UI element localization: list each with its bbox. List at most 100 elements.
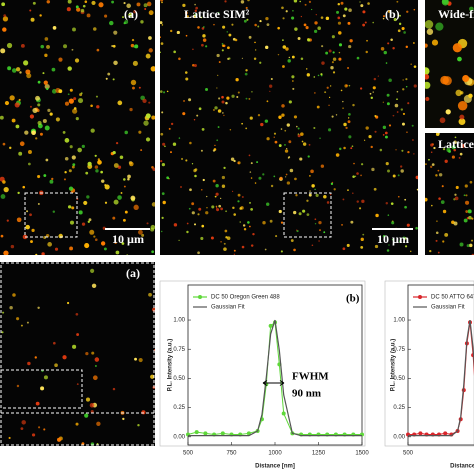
spot [404,245,408,248]
spot [308,143,311,146]
spot [178,239,180,242]
spot [391,238,395,241]
spot [20,43,25,48]
spot [35,95,40,101]
spot [104,184,110,190]
spot [220,241,222,243]
spot [465,210,469,213]
spot [246,18,249,21]
spot [123,185,126,188]
spot [292,87,295,90]
spot [91,351,95,355]
spot [335,114,338,116]
spot [94,357,100,362]
spot [237,162,240,165]
spot [425,67,430,76]
spot [205,87,209,91]
spot [30,17,35,22]
spot [148,10,154,16]
spot [217,12,220,14]
spot [455,185,459,189]
spot [270,184,274,188]
spot [435,174,438,177]
spot [173,50,176,54]
spot [385,62,388,64]
spot [18,151,23,156]
spot [117,195,122,200]
spot [205,195,208,198]
spot [292,80,294,82]
spot [163,91,166,94]
spot [298,212,302,216]
spot [85,351,89,356]
spot [184,11,188,15]
spot [76,383,79,386]
spot [87,220,90,223]
spot [382,133,385,136]
spot [210,236,214,240]
spot [161,24,164,26]
spot [454,136,457,139]
x-tick-label: 500 [403,451,414,457]
spot [294,27,298,31]
spot [274,140,278,144]
spot [236,95,239,99]
spot [278,209,282,214]
spot [80,92,83,95]
spot [331,115,334,118]
spot [387,42,390,45]
spot [221,184,226,188]
spot [366,39,368,42]
spot [185,77,189,81]
spot [16,384,20,388]
spot [184,71,188,74]
spot [6,42,13,49]
spot [134,357,137,361]
spot [345,84,348,87]
spot [243,228,247,231]
spot [308,0,312,3]
spot [262,221,266,225]
spot [265,45,269,50]
spot [359,87,363,90]
spot [148,292,152,297]
spot [373,187,377,191]
spot [301,140,304,143]
spot [442,76,452,86]
spot [321,61,325,65]
data-point [194,430,199,435]
spot [194,13,198,17]
spot [63,178,66,181]
spot [22,234,28,240]
spot [57,437,62,442]
spot [356,56,360,60]
spot [68,98,74,104]
spot [213,109,215,111]
spot [67,66,72,71]
spot [223,166,226,170]
spot [203,26,205,28]
spot [407,150,410,154]
spot [216,53,220,58]
spot [201,27,205,30]
spot [191,163,194,165]
spot [253,57,257,61]
spot [30,240,33,244]
spot [31,228,35,232]
spot [277,26,280,30]
spot [44,125,50,131]
spot [284,129,287,132]
spot [46,87,49,91]
spot [145,53,151,59]
spot [245,6,248,10]
spot [401,149,404,152]
spot [405,45,409,49]
spot [224,229,228,233]
y-tick-label: 0.50 [173,376,185,382]
spot [37,103,41,107]
spot [211,205,215,209]
spot [185,34,188,37]
fwhm-arrow [262,380,285,386]
spot [339,147,342,151]
spot [429,249,432,253]
